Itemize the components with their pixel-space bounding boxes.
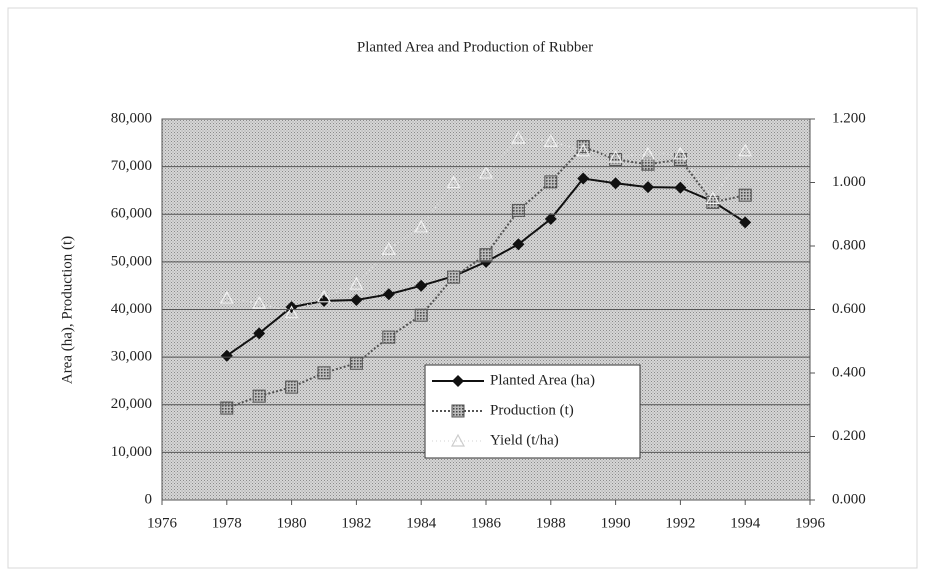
y-tick-label: 20,000 bbox=[111, 396, 152, 412]
marker bbox=[512, 238, 525, 251]
marker bbox=[318, 294, 330, 307]
y-tick-label: 50,000 bbox=[111, 253, 152, 269]
marker bbox=[609, 177, 622, 190]
marker bbox=[641, 157, 655, 171]
legend-label: Yield (t/ha) bbox=[490, 432, 559, 448]
marker bbox=[543, 133, 558, 147]
marker bbox=[252, 295, 267, 309]
marker bbox=[317, 366, 331, 380]
y-tick-label: 0 bbox=[145, 491, 153, 507]
y2-tick-label: 1.000 bbox=[832, 174, 866, 190]
marker bbox=[446, 175, 461, 189]
marker bbox=[544, 213, 557, 226]
marker bbox=[220, 349, 233, 362]
marker bbox=[511, 203, 525, 217]
marker bbox=[674, 181, 687, 194]
y-axis-label: Area (ha), Production (t) bbox=[59, 236, 75, 384]
y-tick-label: 80,000 bbox=[111, 110, 152, 126]
marker bbox=[739, 216, 752, 229]
marker bbox=[608, 149, 623, 163]
marker bbox=[738, 143, 753, 157]
marker bbox=[349, 356, 363, 370]
x-tick-label: 1982 bbox=[341, 515, 371, 531]
chart-title: Planted Area and Production of Rubber bbox=[357, 39, 593, 55]
x-tick-label: 1984 bbox=[406, 515, 437, 531]
marker bbox=[511, 130, 526, 144]
y2-tick-label: 0.800 bbox=[832, 237, 866, 253]
marker bbox=[642, 181, 654, 194]
x-tick-label: 1990 bbox=[601, 515, 631, 531]
marker bbox=[252, 389, 266, 403]
y2-tick-label: 0.400 bbox=[832, 364, 866, 380]
x-tick-label: 1996 bbox=[795, 515, 826, 531]
marker bbox=[382, 288, 395, 301]
marker bbox=[544, 175, 558, 189]
marker bbox=[577, 172, 590, 185]
marker bbox=[414, 219, 429, 233]
marker bbox=[673, 146, 688, 160]
y-tick-label: 40,000 bbox=[111, 301, 152, 317]
marker bbox=[415, 279, 428, 292]
marker bbox=[640, 146, 656, 160]
marker bbox=[447, 270, 461, 284]
y2-tick-label: 1.200 bbox=[832, 110, 866, 126]
y-tick-label: 30,000 bbox=[111, 349, 152, 365]
marker bbox=[350, 293, 363, 306]
legend: Planted Area (ha) Production (t) Yield (t/… bbox=[424, 364, 641, 459]
marker bbox=[576, 143, 591, 157]
legend-marker bbox=[450, 433, 466, 447]
marker bbox=[478, 165, 494, 179]
marker bbox=[576, 140, 590, 154]
x-tick-label: 1978 bbox=[212, 515, 242, 531]
y2-tick-label: 0.200 bbox=[832, 428, 866, 444]
x-tick-label: 1986 bbox=[471, 515, 502, 531]
x-tick-label: 1994 bbox=[730, 515, 761, 531]
x-tick-label: 1976 bbox=[147, 515, 178, 531]
x-tick-label: 1980 bbox=[277, 515, 307, 531]
legend-marker bbox=[452, 375, 464, 387]
marker bbox=[381, 241, 396, 255]
marker bbox=[479, 248, 493, 262]
marker bbox=[284, 305, 299, 319]
x-tick-label: 1992 bbox=[665, 515, 695, 531]
marker bbox=[705, 191, 720, 204]
marker bbox=[285, 380, 299, 394]
marker bbox=[349, 276, 364, 290]
x-tick-label: 1988 bbox=[536, 515, 566, 531]
y-tick-label: 60,000 bbox=[111, 206, 152, 222]
marker bbox=[220, 401, 234, 415]
y-tick-label: 70,000 bbox=[111, 158, 152, 174]
legend-marker bbox=[451, 404, 465, 418]
legend-label: Planted Area (ha) bbox=[490, 372, 595, 388]
y2-tick-label: 0.000 bbox=[832, 491, 866, 507]
marker bbox=[219, 290, 234, 304]
y2-tick-label: 0.600 bbox=[832, 301, 866, 317]
y-tick-label: 10,000 bbox=[111, 444, 152, 460]
marker bbox=[316, 289, 332, 303]
marker bbox=[253, 327, 266, 340]
marker bbox=[414, 308, 428, 322]
marker bbox=[382, 330, 396, 344]
legend-label: Production (t) bbox=[490, 402, 574, 418]
marker bbox=[738, 188, 752, 202]
